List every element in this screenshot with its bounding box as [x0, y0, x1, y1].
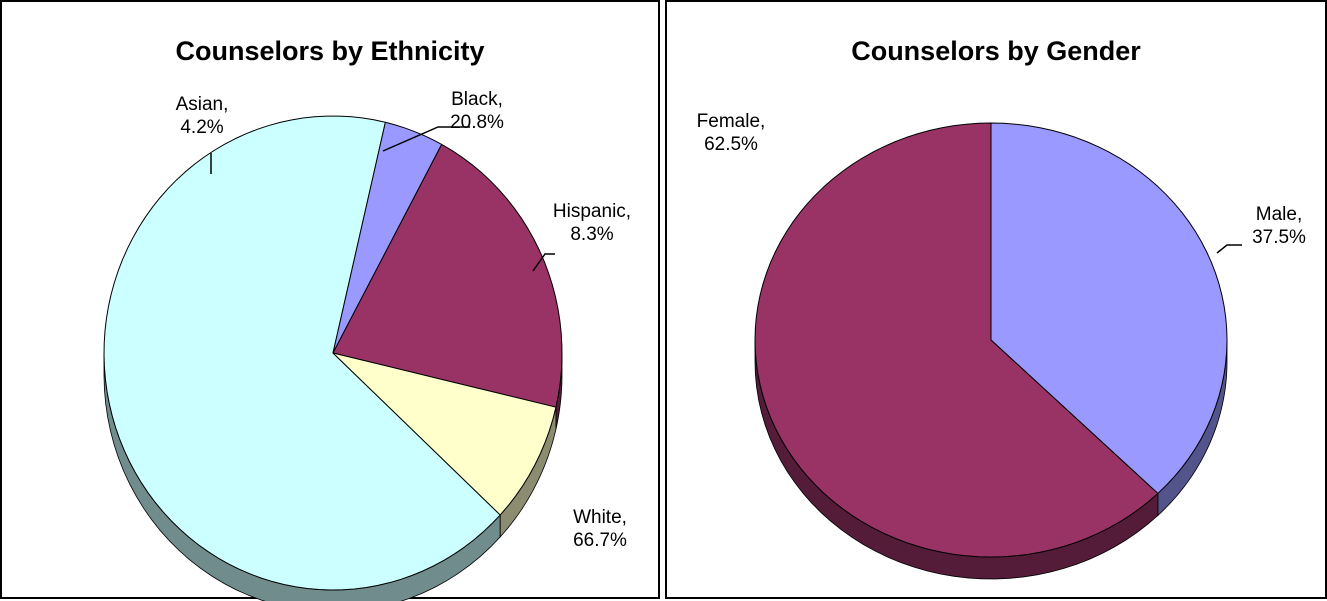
data-label-hispanic-value: 8.3%	[570, 224, 613, 245]
pie-slice-hispanic	[332, 352, 557, 516]
data-label-asian-value: 4.2%	[180, 117, 223, 138]
data-label-white-value: 66.7%	[573, 530, 627, 551]
leader-line-male	[1216, 244, 1242, 254]
pie-slice-white	[103, 115, 501, 591]
chart-title: Counselors by Gender	[851, 36, 1141, 66]
data-label-male-name: Male,	[1256, 204, 1302, 225]
data-label-hispanic-name: Hispanic,	[553, 201, 631, 222]
data-label-black-name: Black,	[451, 89, 503, 110]
data-label-female-name: Female,	[697, 111, 766, 132]
data-label-female-value: 62.5%	[704, 134, 758, 155]
leader-line-black	[382, 126, 470, 152]
data-label-white-name: White,	[573, 507, 627, 528]
chart-title: Counselors by Ethnicity	[175, 36, 485, 66]
gender-chart-panel: Counselors by Gender Male, 37.5% Female, 62…	[665, 0, 1327, 599]
pie-slice-black	[332, 143, 563, 408]
pie-slice-asian	[332, 121, 443, 354]
pie-slice-female	[754, 122, 1159, 558]
data-label-asian-name: Asian,	[176, 94, 229, 115]
leader-line-hispanic	[532, 253, 555, 272]
pie-slice-male	[990, 122, 1228, 494]
ethnicity-chart-panel: Counselors by Ethnicity White, 66.7% Asian…	[0, 0, 660, 601]
data-label-black-value: 20.8%	[450, 112, 504, 133]
ethnicity-pie-chart: White,66.7% Asian,4.2% Black,20.8% Hispanic…	[103, 89, 631, 601]
data-label-male-value: 37.5%	[1252, 227, 1306, 248]
gender-pie-chart: Male,37.5% Female,62.5%	[697, 111, 1306, 580]
